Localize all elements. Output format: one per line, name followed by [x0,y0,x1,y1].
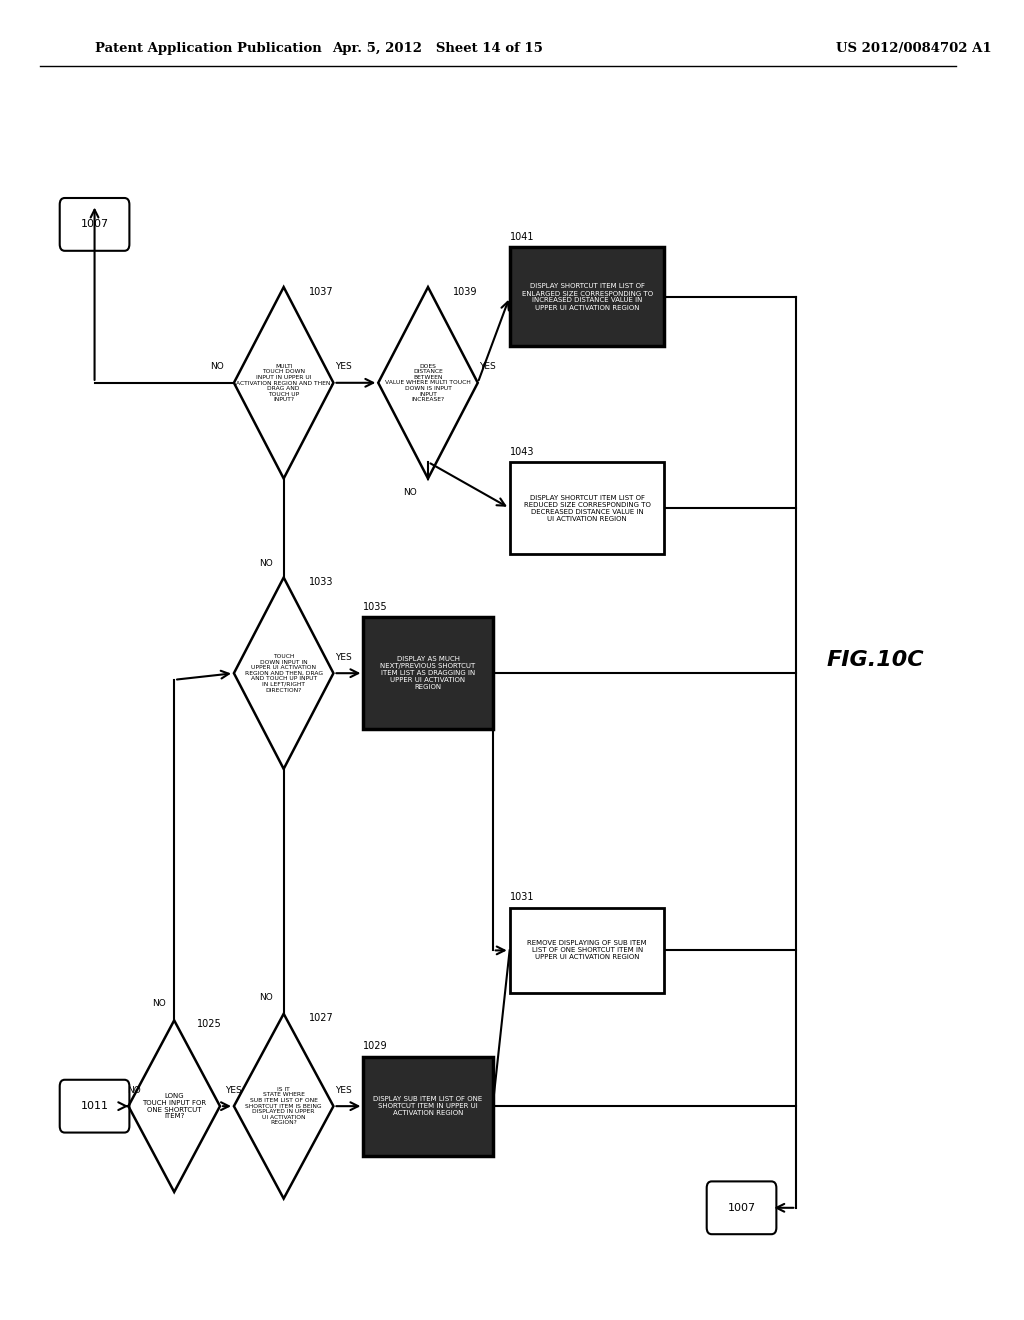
Text: NO: NO [259,560,272,568]
Text: 1037: 1037 [308,286,333,297]
Text: 1007: 1007 [727,1203,756,1213]
Text: YES: YES [225,1086,243,1094]
Text: YES: YES [335,1086,352,1094]
Text: 1027: 1027 [308,1012,333,1023]
Text: FIG.10C: FIG.10C [826,649,924,671]
Bar [510,462,665,554]
Text: NO: NO [403,488,417,496]
Bar [364,618,493,729]
Text: DOES
DISTANCE
BETWEEN
VALUE WHERE MULTI TOUCH
DOWN IS INPUT
INPUT
INCREASE?: DOES DISTANCE BETWEEN VALUE WHERE MULTI … [385,363,471,403]
Text: 1007: 1007 [81,219,109,230]
FancyBboxPatch shape [59,198,129,251]
Text: US 2012/0084702 A1: US 2012/0084702 A1 [836,42,991,55]
Text: 1043: 1043 [510,446,535,457]
Text: 1033: 1033 [308,577,333,587]
Text: DISPLAY AS MUCH
NEXT/PREVIOUS SHORTCUT
ITEM LIST AS DRAGGING IN
UPPER UI ACTIVAT: DISPLAY AS MUCH NEXT/PREVIOUS SHORTCUT I… [380,656,475,690]
Text: IS IT
STATE WHERE
SUB ITEM LIST OF ONE
SHORTCUT ITEM IS BEING
DISPLAYED IN UPPER: IS IT STATE WHERE SUB ITEM LIST OF ONE S… [246,1086,322,1126]
Text: TOUCH
DOWN INPUT IN
UPPER UI ACTIVATION
REGION AND THEN, DRAG
AND TOUCH UP INPUT: TOUCH DOWN INPUT IN UPPER UI ACTIVATION … [245,653,323,693]
Text: YES: YES [335,653,352,661]
Text: 1025: 1025 [197,1019,222,1030]
FancyBboxPatch shape [59,1080,129,1133]
Text: REMOVE DISPLAYING OF SUB ITEM
LIST OF ONE SHORTCUT ITEM IN
UPPER UI ACTIVATION R: REMOVE DISPLAYING OF SUB ITEM LIST OF ON… [527,940,647,961]
Text: YES: YES [335,363,352,371]
Bar [364,1056,493,1156]
Text: DISPLAY SUB ITEM LIST OF ONE
SHORTCUT ITEM IN UPPER UI
ACTIVATION REGION: DISPLAY SUB ITEM LIST OF ONE SHORTCUT IT… [374,1096,482,1117]
Text: 1031: 1031 [510,892,535,903]
Text: 1039: 1039 [453,286,477,297]
Text: Apr. 5, 2012   Sheet 14 of 15: Apr. 5, 2012 Sheet 14 of 15 [333,42,544,55]
Text: YES: YES [479,363,496,371]
Text: DISPLAY SHORTCUT ITEM LIST OF
ENLARGED SIZE CORRESPONDING TO
INCREASED DISTANCE : DISPLAY SHORTCUT ITEM LIST OF ENLARGED S… [521,284,653,310]
Text: 1041: 1041 [510,232,535,243]
Bar [510,908,665,993]
Bar [510,248,665,346]
Text: NO: NO [259,994,272,1002]
Text: NO: NO [153,999,166,1007]
Text: DISPLAY SHORTCUT ITEM LIST OF
REDUCED SIZE CORRESPONDING TO
DECREASED DISTANCE V: DISPLAY SHORTCUT ITEM LIST OF REDUCED SI… [524,495,650,521]
Text: MULTI
TOUCH DOWN
INPUT IN UPPER UI
ACTIVATION REGION AND THEN,
DRAG AND
TOUCH UP: MULTI TOUCH DOWN INPUT IN UPPER UI ACTIV… [236,363,332,403]
Text: 1011: 1011 [81,1101,109,1111]
Text: 1035: 1035 [364,602,388,612]
Text: NO: NO [128,1086,141,1094]
Text: Patent Application Publication: Patent Application Publication [94,42,322,55]
Text: NO: NO [210,363,224,371]
Text: LONG
TOUCH INPUT FOR
ONE SHORTCUT
ITEM?: LONG TOUCH INPUT FOR ONE SHORTCUT ITEM? [142,1093,206,1119]
FancyBboxPatch shape [707,1181,776,1234]
Text: 1029: 1029 [364,1041,388,1051]
